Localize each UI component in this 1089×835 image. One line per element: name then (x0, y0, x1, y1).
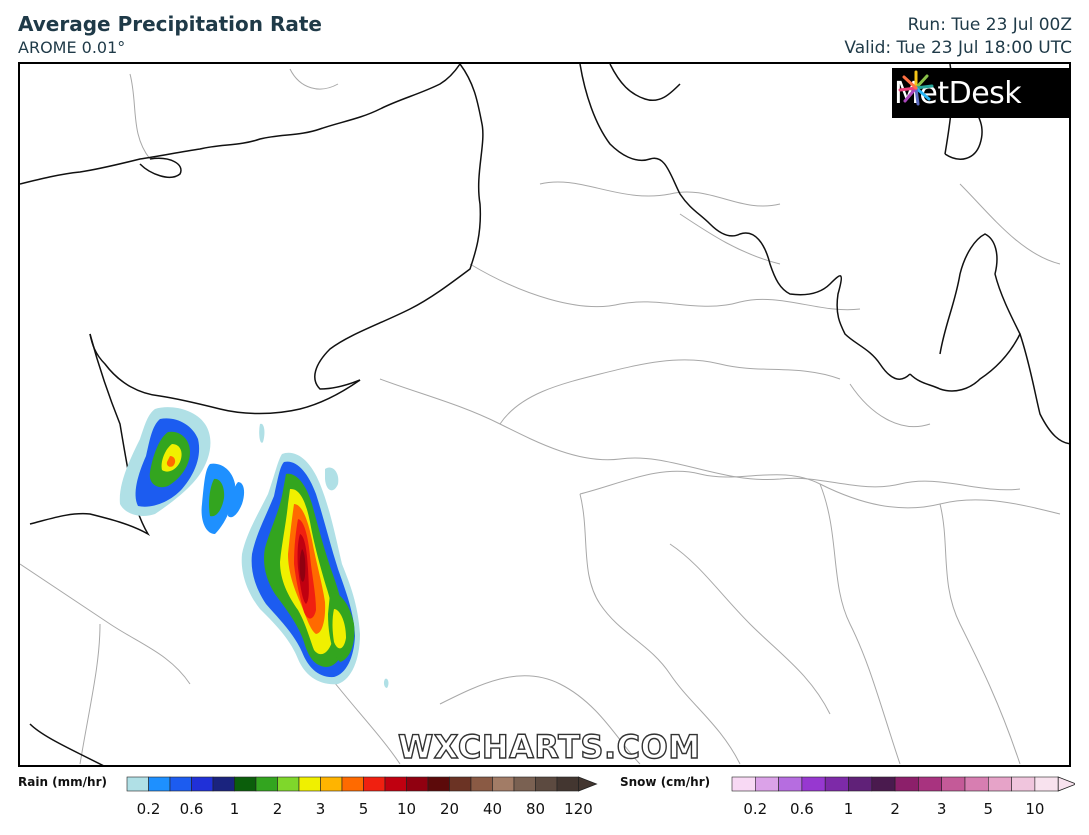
snow-colorbar-segment (801, 776, 826, 792)
rain-colorbar-segment (406, 776, 429, 792)
snow-legend-tick: 1 (843, 800, 854, 818)
snow-legend-tick: 0.6 (789, 800, 814, 818)
snow-colorbar-extend-arrow (1057, 776, 1075, 792)
rain-colorbar-segment (427, 776, 450, 792)
rivers-layer (20, 68, 1061, 765)
rain-legend-tick: 80 (525, 800, 546, 818)
rain-colorbar-extend-arrow (578, 776, 598, 792)
rain-legend-tick: 120 (564, 800, 593, 818)
snow-colorbar-segment (1011, 776, 1036, 792)
rain-colorbar-segment (363, 776, 386, 792)
rain-legend-tick: 0.6 (179, 800, 204, 818)
rain-colorbar-segment (298, 776, 321, 792)
rain-colorbar-segment (513, 776, 536, 792)
snow-colorbar-segment (731, 776, 756, 792)
rain-legend-label: Rain (mm/hr) (18, 775, 107, 789)
rain-legend-tick: 1 (229, 800, 240, 818)
rain-colorbar-segment (470, 776, 493, 792)
snow-legend-tick: 10 (1025, 800, 1045, 818)
rain-colorbar-segment (169, 776, 192, 792)
rain-colorbar (126, 776, 598, 792)
rain-legend-tick: 2 (272, 800, 283, 818)
snow-colorbar-segment (848, 776, 873, 792)
snow-colorbar-segment (754, 776, 779, 792)
metdesk-burst-icon (898, 70, 934, 106)
snow-legend-tick: 3 (936, 800, 947, 818)
snow-legend-label: Snow (cm/hr) (620, 775, 711, 789)
rain-colorbar-segment (384, 776, 407, 792)
rain-colorbar-segment (556, 776, 579, 792)
rain-colorbar-segment (535, 776, 558, 792)
snow-colorbar-segment (894, 776, 919, 792)
rain-colorbar-segment (148, 776, 171, 792)
rain-legend-tick: 40 (482, 800, 503, 818)
metdesk-logo: MetDesk (892, 68, 1069, 118)
precipitation-map[interactable]: MetDesk WXCHARTS.COM (18, 62, 1071, 767)
map-canvas (20, 64, 1069, 765)
snow-colorbar-segment (941, 776, 966, 792)
rain-colorbar-segment (234, 776, 257, 792)
rain-colorbar-segment (492, 776, 515, 792)
snow-colorbar-segment (987, 776, 1012, 792)
rain-colorbar-segment (449, 776, 472, 792)
snow-colorbar-segment (1034, 776, 1059, 792)
valid-time: Valid: Tue 23 Jul 18:00 UTC (844, 38, 1072, 58)
rain-colorbar-segment (212, 776, 235, 792)
rain-colorbar-segment (255, 776, 278, 792)
model-subtitle: AROME 0.01° (18, 38, 126, 57)
rain-colorbar-segment (277, 776, 300, 792)
precipitation-layer (119, 407, 389, 688)
snow-legend-tick: 5 (983, 800, 994, 818)
run-time: Run: Tue 23 Jul 00Z (907, 15, 1072, 35)
snow-colorbar-segment (778, 776, 803, 792)
snow-legend-tick: 2 (890, 800, 900, 818)
snow-colorbar-segment (964, 776, 989, 792)
rain-colorbar-segment (341, 776, 364, 792)
rain-colorbar-segment (320, 776, 343, 792)
rain-colorbar-segment (191, 776, 214, 792)
rain-legend-tick: 0.2 (136, 800, 161, 818)
snow-colorbar-segment (871, 776, 896, 792)
snow-colorbar-segment (918, 776, 942, 792)
snow-legend-tick: 0.2 (743, 800, 768, 818)
rain-colorbar-segment (126, 776, 149, 792)
snow-colorbar (731, 776, 1075, 792)
watermark: WXCHARTS.COM (397, 727, 701, 766)
snow-colorbar-segment (824, 776, 849, 792)
rain-legend-tick: 10 (396, 800, 417, 818)
rain-legend-tick: 20 (439, 800, 460, 818)
chart-title: Average Precipitation Rate (18, 12, 322, 36)
rain-legend-tick: 3 (315, 800, 326, 818)
rain-legend-tick: 5 (358, 800, 369, 818)
